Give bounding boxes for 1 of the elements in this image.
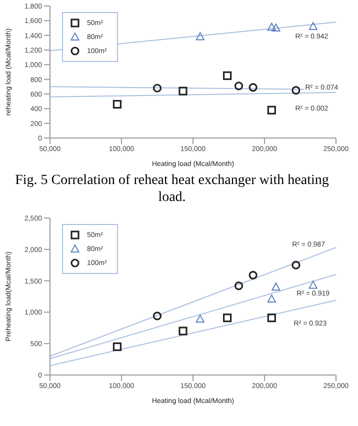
caption: Fig. 5 Correlation of reheat heat exchanger with heating load. — [14, 172, 330, 207]
